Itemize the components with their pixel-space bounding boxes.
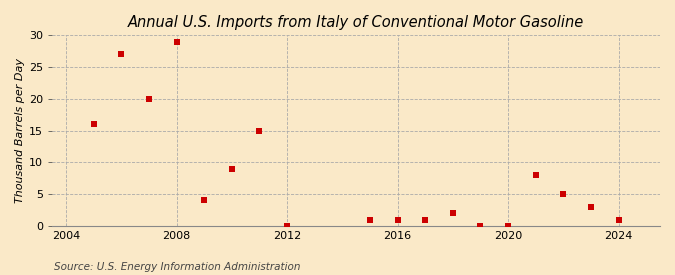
Point xyxy=(199,198,210,203)
Point xyxy=(420,217,431,222)
Point xyxy=(531,173,541,177)
Point xyxy=(281,224,292,228)
Text: Source: U.S. Energy Information Administration: Source: U.S. Energy Information Administ… xyxy=(54,262,300,272)
Point xyxy=(613,217,624,222)
Point xyxy=(226,167,237,171)
Point xyxy=(585,205,596,209)
Point xyxy=(88,122,99,127)
Point xyxy=(144,97,155,101)
Point xyxy=(364,217,375,222)
Point xyxy=(116,52,127,57)
Title: Annual U.S. Imports from Italy of Conventional Motor Gasoline: Annual U.S. Imports from Italy of Conven… xyxy=(128,15,585,30)
Point xyxy=(254,128,265,133)
Point xyxy=(448,211,458,215)
Point xyxy=(503,224,514,228)
Y-axis label: Thousand Barrels per Day: Thousand Barrels per Day xyxy=(15,58,25,203)
Point xyxy=(558,192,569,196)
Point xyxy=(171,40,182,44)
Point xyxy=(475,224,486,228)
Point xyxy=(392,217,403,222)
